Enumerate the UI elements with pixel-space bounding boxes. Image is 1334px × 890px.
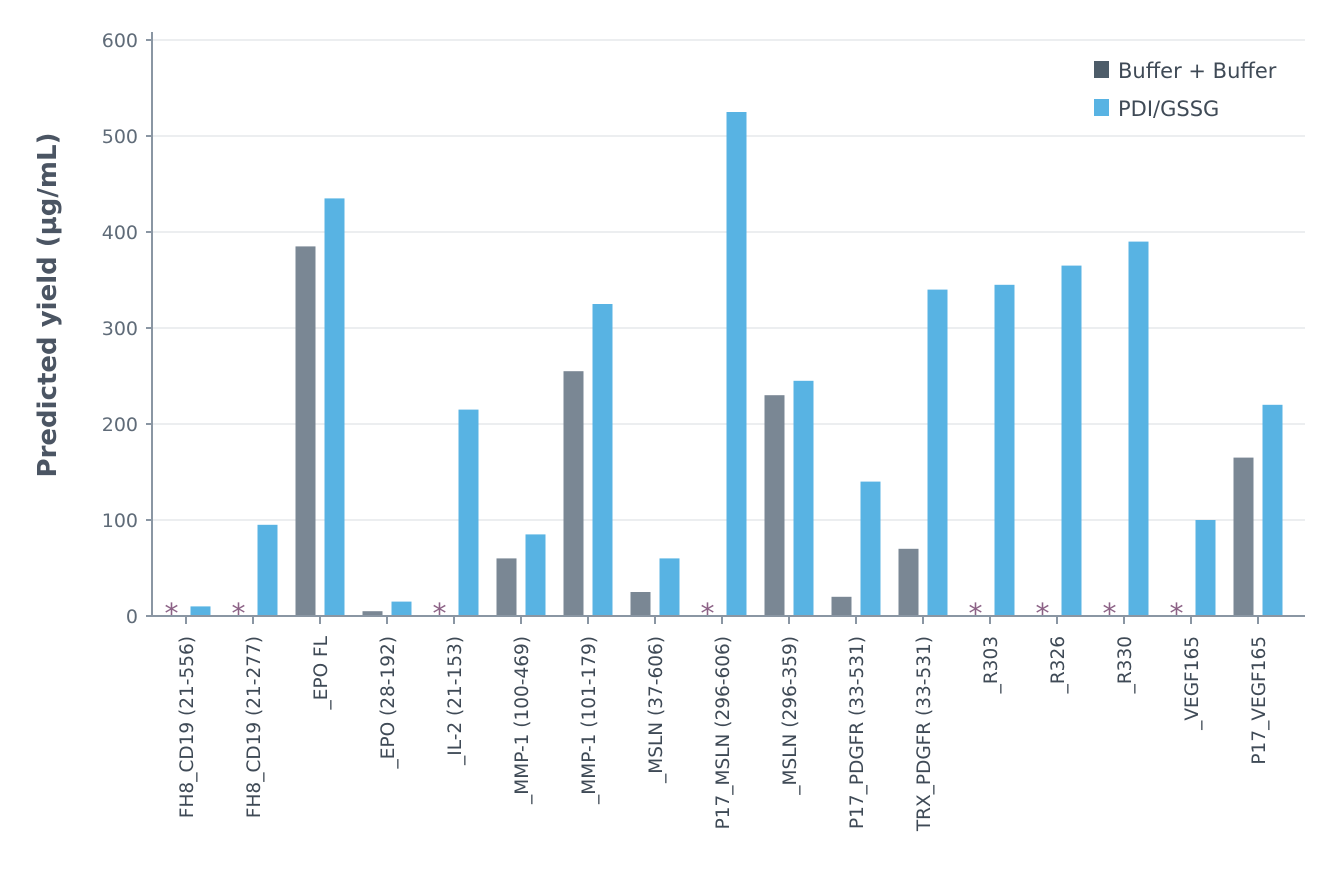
bar-pdi-gssg [860,481,881,616]
asterisk-marker: * [165,597,179,630]
x-category-label: TRX_PDGFR (33-531) [914,636,935,832]
bar-pdi-gssg [458,409,479,616]
bar-pdi-gssg [1195,520,1216,616]
y-axis-title: Predicted yield (µg/mL) [33,133,63,478]
y-tick-label: 300 [102,318,138,340]
bars [190,112,1283,616]
x-category-label: _VEGF165 [1182,636,1203,731]
y-tick-label: 600 [102,30,138,52]
bar-buffer [764,395,785,616]
bar-pdi-gssg [257,524,278,616]
bar-pdi-gssg [726,112,747,616]
legend: Buffer + Buffer PDI/GSSG [1094,59,1277,121]
x-category-label: _IL-2 (21-153) [445,636,466,766]
bar-buffer [362,611,383,616]
bar-pdi-gssg [592,304,613,616]
bar-buffer [496,558,517,616]
bar-buffer [563,371,584,616]
x-category-label: _EPO (28-192) [378,636,399,770]
x-category-label: _MMP-1 (101-179) [579,636,600,805]
legend-swatch [1094,99,1109,116]
x-category-label: _MSLN (37-606) [646,636,667,784]
bar-buffer [295,246,316,616]
y-tick-label: 400 [102,222,138,244]
legend-label: PDI/GSSG [1118,97,1219,121]
legend-swatch [1094,61,1109,78]
bar-buffer [898,548,919,616]
y-axis: 0 100 200 300 400 500 600 [102,30,153,628]
asterisk-marker: * [232,597,246,630]
y-tick-label: 500 [102,126,138,148]
x-category-label: _MMP-1 (100-469) [512,636,533,805]
asterisk-marker: * [1103,597,1117,630]
asterisk-marker: * [1170,597,1184,630]
bar-pdi-gssg [793,380,814,616]
bar-pdi-gssg [190,606,211,616]
x-category-label: P17_VEGF165 [1249,636,1270,765]
bar-pdi-gssg [1262,404,1283,616]
bar-buffer [831,596,852,616]
x-category-label: _EPO FL [311,635,332,710]
asterisk-marker: * [701,597,715,630]
bar-pdi-gssg [1128,241,1149,616]
y-tick-label: 200 [102,414,138,436]
bar-pdi-gssg [994,284,1015,616]
x-category-label: FH8_CD19 (21-277) [244,636,265,818]
x-category-label: P17_PDGFR (33-531) [847,636,868,829]
asterisk-marker: * [1036,597,1050,630]
x-category-label: _R303 [981,636,1002,694]
x-category-label: P17_MSLN (296-606) [713,636,734,829]
x-axis: FH8_CD19 (21-556) FH8_CD19 (21-277) _EPO F… [152,615,1305,832]
bar-pdi-gssg [391,601,412,616]
asterisk-marker: * [433,597,447,630]
y-tick-label: 100 [102,510,138,532]
bar-pdi-gssg [324,198,345,616]
x-category-label: _R330 [1115,636,1136,694]
y-tick-label: 0 [126,606,138,628]
legend-label: Buffer + Buffer [1118,59,1277,83]
bar-buffer [1233,457,1254,616]
asterisk-marker: * [969,597,983,630]
bar-pdi-gssg [927,289,948,616]
x-category-label: _R326 [1048,636,1069,694]
bar-pdi-gssg [1061,265,1082,616]
bar-pdi-gssg [525,534,546,616]
annotation-markers: * * * * * * * * [165,597,1184,630]
x-category-label: FH8_CD19 (21-556) [177,636,198,818]
bar-buffer [630,592,651,616]
bar-pdi-gssg [659,558,680,616]
x-category-label: _MSLN (296-359) [780,636,801,796]
